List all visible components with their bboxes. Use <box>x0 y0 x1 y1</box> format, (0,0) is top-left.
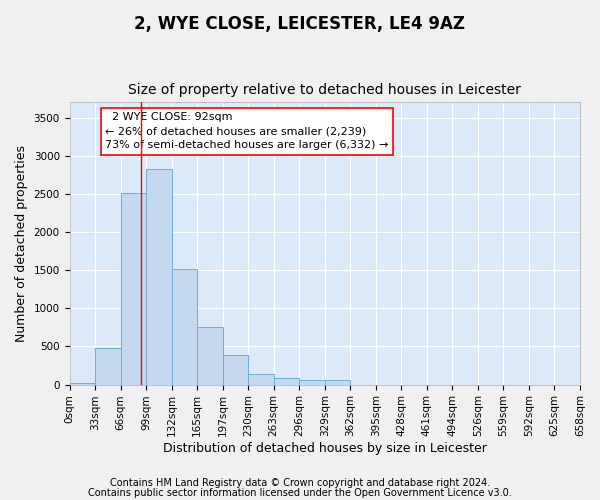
Bar <box>172 270 197 384</box>
Bar <box>299 380 325 384</box>
X-axis label: Distribution of detached houses by size in Leicester: Distribution of detached houses by size … <box>163 442 487 455</box>
Bar <box>248 374 274 384</box>
Text: Contains HM Land Registry data © Crown copyright and database right 2024.: Contains HM Land Registry data © Crown c… <box>110 478 490 488</box>
Bar <box>121 193 146 384</box>
Bar <box>197 327 223 384</box>
Bar <box>146 170 172 384</box>
Bar <box>274 378 299 384</box>
Bar <box>325 380 350 384</box>
Text: 2 WYE CLOSE: 92sqm
← 26% of detached houses are smaller (2,239)
73% of semi-deta: 2 WYE CLOSE: 92sqm ← 26% of detached hou… <box>105 112 389 150</box>
Bar <box>95 348 121 385</box>
Y-axis label: Number of detached properties: Number of detached properties <box>15 145 28 342</box>
Bar <box>70 383 95 384</box>
Text: Contains public sector information licensed under the Open Government Licence v3: Contains public sector information licen… <box>88 488 512 498</box>
Text: 2, WYE CLOSE, LEICESTER, LE4 9AZ: 2, WYE CLOSE, LEICESTER, LE4 9AZ <box>134 15 466 33</box>
Title: Size of property relative to detached houses in Leicester: Size of property relative to detached ho… <box>128 83 521 97</box>
Bar <box>223 355 248 384</box>
